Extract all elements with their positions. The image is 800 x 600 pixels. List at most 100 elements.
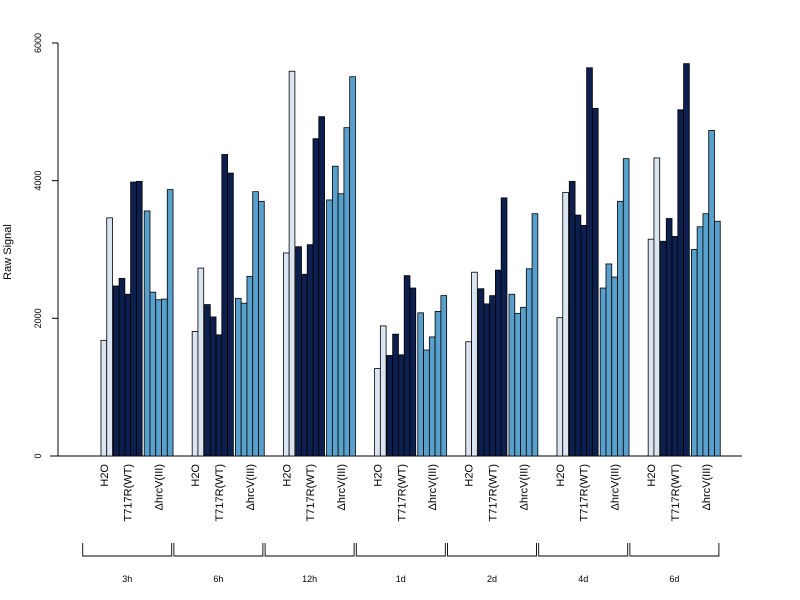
bar xyxy=(508,293,516,457)
bar xyxy=(124,293,132,457)
bar xyxy=(106,217,113,457)
bar xyxy=(683,63,690,457)
bar xyxy=(337,193,345,457)
group-bracket xyxy=(355,543,446,557)
y-axis-label: Raw Signal xyxy=(2,224,14,280)
condition-label: T717R(WT) xyxy=(579,464,591,521)
bar xyxy=(403,275,411,457)
bar xyxy=(143,210,151,457)
bar xyxy=(197,267,205,457)
condition-label: T717R(WT) xyxy=(305,464,317,521)
group-label: 4d xyxy=(578,574,588,584)
bar xyxy=(166,189,174,457)
bar xyxy=(318,116,325,457)
group-labels-layer: 3h 6h 12h 1d 2d 4d 6d xyxy=(82,543,720,584)
condition-label: H2O xyxy=(464,464,476,487)
bar xyxy=(221,154,228,457)
condition-label: H2O xyxy=(646,464,658,487)
bar xyxy=(531,213,539,457)
group-bracket xyxy=(447,543,537,557)
bar xyxy=(465,341,472,457)
bar xyxy=(130,181,137,457)
bar xyxy=(215,334,223,457)
bar xyxy=(282,252,290,457)
y-tick-label: 2000 xyxy=(33,308,43,328)
condition-label: H2O xyxy=(555,464,567,487)
group-label: 12h xyxy=(302,574,317,584)
bar xyxy=(252,191,259,457)
condition-label: ΔhrcV(III) xyxy=(701,464,713,510)
bar xyxy=(409,287,417,457)
bar xyxy=(483,303,491,457)
condition-label: H2O xyxy=(372,464,384,487)
bar xyxy=(331,165,339,457)
bar xyxy=(240,302,248,457)
bar xyxy=(349,76,356,457)
bar xyxy=(586,67,593,457)
bar xyxy=(191,331,199,457)
group-bracket xyxy=(264,543,355,557)
group-label: 1d xyxy=(396,574,406,584)
bar xyxy=(343,127,351,457)
bar xyxy=(379,325,387,457)
bar xyxy=(423,349,430,457)
bar xyxy=(580,225,588,457)
y-tick-label: 4000 xyxy=(33,171,43,191)
bar xyxy=(568,180,576,457)
bar xyxy=(312,138,320,457)
condition-label: H2O xyxy=(99,464,111,487)
bar xyxy=(209,316,217,457)
condition-label: ΔhrcV(III) xyxy=(518,464,530,510)
condition-label: T717R(WT) xyxy=(396,464,408,521)
condition-label: T717R(WT) xyxy=(670,464,682,521)
bar xyxy=(301,273,308,457)
bar xyxy=(520,306,527,457)
group-bracket xyxy=(629,543,720,557)
condition-label: T717R(WT) xyxy=(214,464,226,521)
bar xyxy=(434,311,442,457)
bar xyxy=(647,238,655,457)
y-tick-label: 0 xyxy=(33,453,43,458)
bar xyxy=(227,172,234,457)
bar xyxy=(398,354,405,457)
group-label: 3h xyxy=(122,574,132,584)
bar xyxy=(671,236,679,457)
condition-label: H2O xyxy=(281,464,293,487)
bar xyxy=(514,313,521,457)
bar xyxy=(653,157,661,457)
bar xyxy=(617,200,624,457)
bar xyxy=(100,339,108,457)
bar xyxy=(714,220,721,457)
bar xyxy=(708,130,715,457)
group-label: 2d xyxy=(487,574,497,584)
bar xyxy=(489,295,496,457)
bar xyxy=(295,246,302,457)
bar xyxy=(556,317,564,457)
bar xyxy=(611,276,618,457)
condition-label: T717R(WT) xyxy=(123,464,135,521)
bar xyxy=(155,299,162,457)
bar xyxy=(477,288,485,457)
bar xyxy=(306,244,314,457)
group-label: 6h xyxy=(213,574,223,584)
bar xyxy=(392,333,399,457)
y-tick-label: 6000 xyxy=(33,33,43,53)
bar xyxy=(374,368,381,457)
bar xyxy=(599,287,607,457)
bar xyxy=(500,197,508,457)
bar xyxy=(605,263,613,457)
bars-layer xyxy=(100,63,721,457)
bar xyxy=(204,304,211,457)
bar xyxy=(246,275,254,457)
bar xyxy=(326,199,333,457)
condition-label: ΔhrcV(III) xyxy=(336,464,348,510)
bar xyxy=(677,109,684,457)
group-label: 6d xyxy=(669,574,679,584)
bar xyxy=(288,70,296,457)
group-bracket xyxy=(173,543,264,557)
bar xyxy=(691,249,698,457)
bar xyxy=(525,268,533,457)
bar xyxy=(258,200,265,457)
group-bracket xyxy=(538,543,629,557)
